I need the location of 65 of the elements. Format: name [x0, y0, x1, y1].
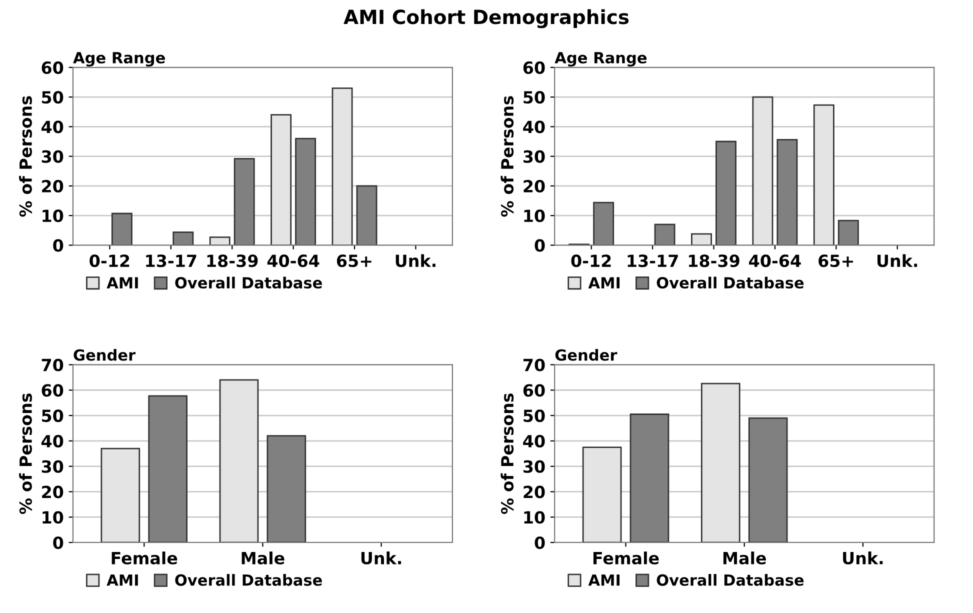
y-tick-label: 20 [42, 486, 64, 498]
x-tick-label: Male [723, 552, 766, 564]
y-tick-label: 50 [524, 409, 545, 422]
y-tick-label: 0 [53, 239, 64, 252]
y-tick-label: 60 [523, 384, 545, 397]
legend-label: AMI [588, 574, 620, 586]
y-tick-label: 20 [524, 486, 545, 498]
x-tick-label: Unk. [843, 552, 883, 564]
y-tick-label: 0 [534, 239, 545, 252]
y-tick-label: 10 [42, 511, 64, 524]
y-tick-label: 10 [524, 511, 545, 524]
y-tick-label: 10 [42, 210, 64, 222]
x-tick-label: Unk. [396, 254, 436, 268]
y-tick-label: 20 [42, 180, 64, 193]
y-tick-label: 20 [524, 180, 545, 193]
legend-label: Overall Database [175, 276, 322, 289]
y-tick-label: 10 [524, 210, 545, 222]
x-tick-label: 13-17 [628, 254, 678, 268]
x-tick-label: 18-39 [688, 254, 740, 268]
y-tick-label: 60 [42, 384, 64, 397]
y-tick-label: 30 [42, 150, 64, 163]
y-tick-label: 70 [524, 358, 545, 372]
y-tick-label: 50 [42, 91, 64, 104]
y-tick-label: 30 [524, 460, 545, 473]
x-tick-label: 13-17 [146, 254, 196, 268]
x-tick-label: Female [593, 552, 659, 564]
x-tick-label: Female [112, 552, 178, 564]
y-axis-title: % of Persons [19, 96, 32, 217]
x-tick-label: Male [242, 552, 284, 564]
y-tick-label: 40 [523, 434, 545, 448]
y-tick-label: 0 [53, 536, 64, 550]
x-tick-label: 65+ [336, 254, 372, 268]
y-tick-label: 40 [42, 434, 64, 448]
x-tick-label: Unk. [361, 552, 401, 564]
y-axis-title: % of Persons [19, 393, 32, 514]
x-tick-label: 18-39 [207, 254, 258, 268]
y-tick-label: 50 [524, 91, 545, 104]
x-tick-label: 0-12 [571, 254, 611, 268]
legend-label: Overall Database [656, 574, 804, 586]
y-tick-label: 60 [42, 61, 64, 74]
text: AMI Cohort Demographics [344, 9, 629, 28]
y-tick-label: 40 [42, 120, 64, 134]
chart-title: Gender [74, 348, 136, 361]
y-tick-label: 40 [523, 120, 545, 134]
y-tick-label: 30 [42, 460, 64, 473]
x-tick-label: 65+ [818, 254, 853, 268]
y-tick-label: 30 [524, 150, 545, 163]
y-tick-label: 70 [42, 358, 64, 372]
x-tick-label: 0-12 [90, 254, 130, 268]
chart-title: Age Range [73, 52, 165, 67]
x-tick-label: 40-64 [749, 254, 801, 268]
chart-title: Gender [555, 348, 618, 361]
y-axis-title: % of Persons [500, 96, 514, 217]
legend-label: AMI [588, 277, 620, 288]
x-tick-label: Unk. [877, 254, 918, 268]
x-tick-label: 40-64 [267, 254, 320, 268]
legend-label: Overall Database [175, 574, 322, 586]
chart-title: Age Range [554, 52, 647, 67]
y-axis-title: % of Persons [500, 393, 514, 514]
y-tick-label: 0 [534, 536, 545, 550]
legend-label: AMI [106, 277, 138, 288]
y-tick-label: 50 [42, 409, 64, 422]
y-tick-label: 60 [523, 61, 545, 74]
legend-label: Overall Database [656, 276, 804, 289]
legend-label: AMI [106, 574, 138, 586]
